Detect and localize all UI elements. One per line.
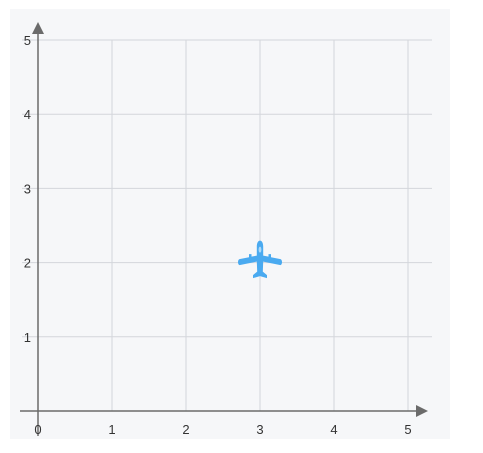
x-tick-label: 0 — [34, 422, 41, 437]
x-tick-label: 1 — [108, 422, 115, 437]
axes — [20, 22, 428, 436]
grid-lines — [22, 39, 432, 411]
y-tick-label: 5 — [24, 33, 31, 48]
plot-panel — [10, 9, 450, 439]
y-axis-arrow-icon — [32, 22, 44, 34]
x-tick-label: 3 — [256, 422, 263, 437]
x-tick-label: 2 — [182, 422, 189, 437]
airplane-shape — [238, 240, 282, 279]
y-tick-labels: 1 2 3 4 5 — [24, 33, 31, 345]
points-layer — [238, 240, 282, 279]
x-axis-arrow-icon — [416, 405, 428, 417]
x-tick-labels: 0 1 2 3 4 5 — [34, 422, 411, 437]
y-tick-label: 1 — [24, 330, 31, 345]
x-tick-label: 4 — [330, 422, 337, 437]
airplane-cockpit — [258, 246, 262, 253]
airplane-icon[interactable] — [238, 240, 282, 279]
y-tick-label: 4 — [24, 107, 31, 122]
y-tick-label: 2 — [24, 256, 31, 271]
x-tick-label: 5 — [404, 422, 411, 437]
y-tick-label: 3 — [24, 181, 31, 196]
